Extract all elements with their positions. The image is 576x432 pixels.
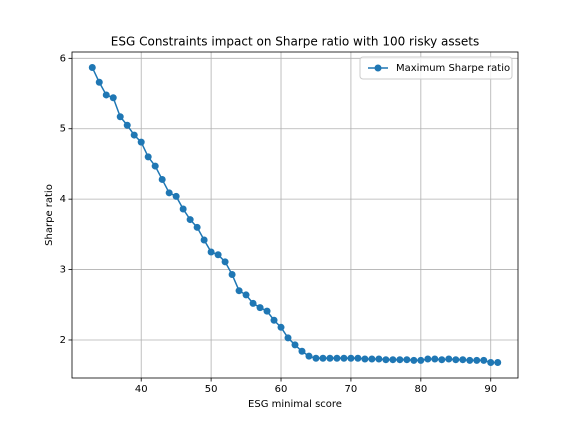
data-point: [424, 355, 432, 363]
data-point: [214, 251, 222, 259]
data-point: [221, 258, 229, 266]
data-point: [431, 355, 439, 363]
data-point: [403, 356, 411, 364]
legend-marker: [374, 64, 382, 72]
data-point: [459, 356, 467, 364]
series-line: [91, 67, 498, 364]
chart-title: ESG Constraints impact on Sharpe ratio w…: [111, 35, 479, 49]
x-axis-label: ESG minimal score: [248, 399, 342, 410]
data-point: [375, 355, 383, 363]
data-point: [305, 352, 313, 360]
data-point: [179, 205, 187, 213]
data-point: [452, 356, 460, 364]
y-tick-label: 4: [60, 194, 66, 205]
legend-label: Maximum Sharpe ratio: [396, 63, 510, 74]
data-point: [116, 113, 124, 121]
data-point: [263, 307, 271, 315]
data-point: [270, 316, 278, 324]
data-point: [109, 94, 117, 102]
data-point: [193, 223, 201, 231]
data-point: [445, 355, 453, 363]
data-point: [494, 359, 502, 367]
data-point: [165, 189, 173, 197]
data-point: [123, 121, 131, 129]
data-point: [333, 354, 341, 362]
y-tick-label: 3: [60, 265, 66, 276]
data-point: [151, 162, 159, 170]
data-point: [480, 356, 488, 364]
data-point: [207, 248, 215, 256]
data-point: [438, 356, 446, 364]
data-point: [389, 356, 397, 364]
data-point: [284, 334, 292, 342]
data-point: [487, 359, 495, 367]
x-tick-label: 90: [484, 384, 497, 395]
data-point: [410, 356, 418, 364]
data-point: [473, 356, 481, 364]
data-point: [277, 323, 285, 331]
data-point: [137, 138, 145, 146]
data-point: [368, 355, 376, 363]
data-point: [88, 63, 96, 71]
plot-frame: [71, 51, 519, 379]
data-point: [319, 354, 327, 362]
legend-box: [359, 56, 513, 80]
data-point: [466, 356, 474, 364]
data-point: [130, 131, 138, 139]
x-tick-label: 40: [135, 384, 148, 395]
data-point: [249, 299, 257, 307]
x-tick-label: 50: [205, 384, 218, 395]
data-point: [312, 354, 320, 362]
data-point: [235, 287, 243, 295]
y-tick-label: 5: [60, 124, 66, 135]
data-point: [298, 347, 306, 355]
data-point: [102, 91, 110, 99]
data-point: [340, 354, 348, 362]
data-point: [172, 192, 180, 200]
y-axis-label: Sharpe ratio: [44, 184, 55, 246]
data-point: [291, 341, 299, 349]
y-tick-label: 6: [60, 53, 66, 64]
data-point: [396, 356, 404, 364]
x-tick-label: 70: [345, 384, 358, 395]
data-point: [382, 356, 390, 364]
y-tick-label: 2: [60, 335, 66, 346]
data-point: [354, 354, 362, 362]
data-point: [200, 236, 208, 244]
data-point: [417, 356, 425, 364]
data-point: [242, 291, 250, 299]
data-point: [95, 78, 103, 86]
data-point: [158, 175, 166, 183]
x-tick-label: 80: [414, 384, 427, 395]
data-point: [361, 355, 369, 363]
data-point: [186, 216, 194, 224]
data-point: [228, 270, 236, 278]
data-point: [144, 153, 152, 161]
data-point: [256, 304, 264, 312]
x-tick-label: 60: [275, 384, 288, 395]
data-point: [347, 354, 355, 362]
data-point: [326, 354, 334, 362]
